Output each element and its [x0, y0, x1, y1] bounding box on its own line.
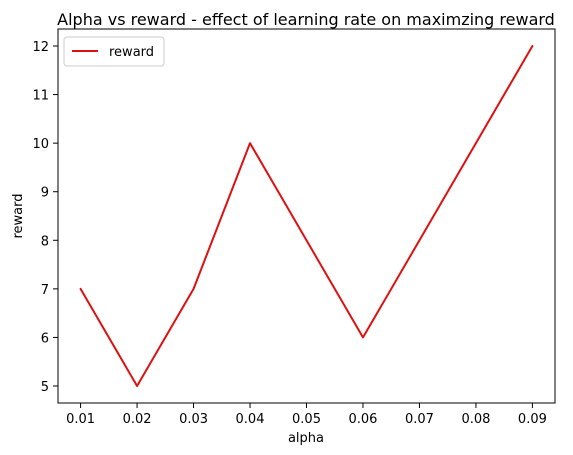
- plot-area: [79, 45, 534, 387]
- x-tick-label: 0.02: [123, 412, 152, 427]
- x-tick-label: 0.04: [236, 412, 265, 427]
- x-tick-label: 0.01: [66, 412, 95, 427]
- y-tick-label: 8: [41, 234, 49, 249]
- x-tick-label: 0.08: [461, 412, 490, 427]
- y-axis: 5 6 7 8 9 10 11 12: [32, 40, 58, 395]
- x-tick-label: 0.06: [349, 412, 378, 427]
- plot-frame: [57, 28, 556, 404]
- y-tick-label: 10: [32, 137, 49, 152]
- y-tick-label: 12: [32, 40, 49, 55]
- legend-box: [63, 36, 165, 67]
- y-tick-label: 11: [32, 89, 49, 104]
- x-tick-label: 0.09: [518, 412, 547, 427]
- chart-title: Alpha vs reward - effect of learning rat…: [57, 10, 555, 29]
- x-axis: 0.01 0.02 0.03 0.04 0.05 0.06 0.07 0.08 0.09: [66, 403, 547, 427]
- legend: reward: [63, 36, 165, 67]
- x-tick-label: 0.07: [405, 412, 434, 427]
- y-tick-label: 5: [41, 380, 49, 395]
- y-tick-label: 7: [41, 283, 49, 298]
- legend-label: reward: [109, 45, 154, 60]
- x-axis-title: alpha: [288, 431, 324, 446]
- x-tick-label: 0.03: [179, 412, 208, 427]
- y-tick-label: 9: [41, 186, 49, 201]
- y-tick-label: 6: [41, 331, 49, 346]
- y-axis-title: reward: [11, 193, 26, 238]
- x-tick-label: 0.05: [292, 412, 321, 427]
- series-line-reward: [79, 45, 534, 387]
